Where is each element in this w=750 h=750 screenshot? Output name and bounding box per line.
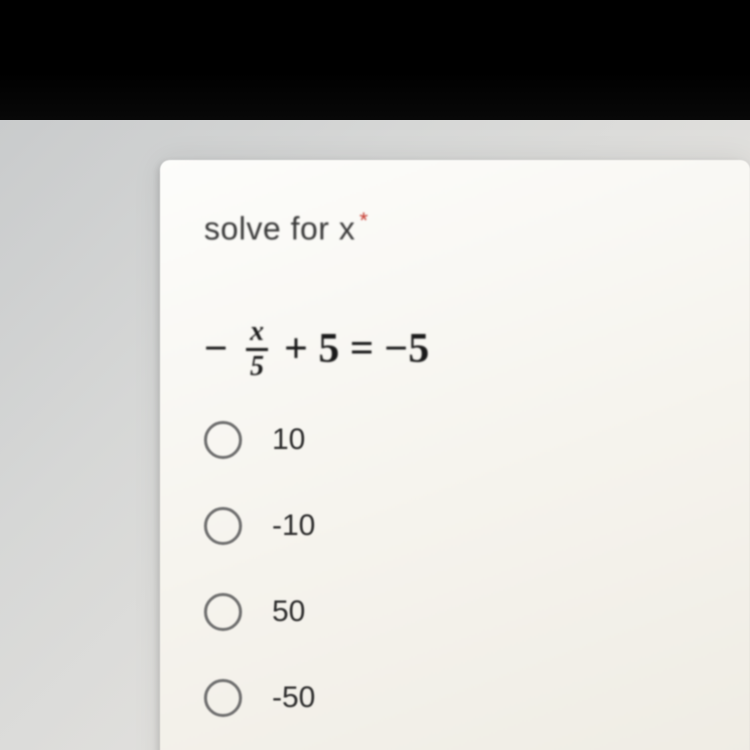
- radio-button[interactable]: [204, 507, 242, 545]
- background-surface: solve for x* − x 5 + 5 = −5 10 -10 50: [0, 120, 750, 750]
- option-label: -10: [272, 509, 315, 543]
- option-row[interactable]: -50: [204, 679, 706, 717]
- radio-button[interactable]: [204, 679, 242, 717]
- radio-button[interactable]: [204, 593, 242, 631]
- option-label: -50: [272, 681, 315, 715]
- radio-button[interactable]: [204, 421, 242, 459]
- equation-rest: + 5 = −5: [284, 325, 429, 373]
- option-label: 50: [272, 595, 305, 629]
- option-row[interactable]: 10: [204, 421, 706, 459]
- equation-fraction: x 5: [246, 318, 268, 381]
- equation-sign: −: [204, 325, 228, 373]
- question-text: solve for x: [204, 211, 355, 247]
- fraction-numerator: x: [246, 318, 268, 351]
- equation: − x 5 + 5 = −5: [204, 318, 706, 381]
- option-label: 10: [272, 423, 305, 457]
- options-group: 10 -10 50 -50: [204, 421, 706, 717]
- fraction-denominator: 5: [250, 351, 264, 381]
- question-card: solve for x* − x 5 + 5 = −5 10 -10 50: [160, 160, 750, 750]
- black-bar: [0, 0, 750, 120]
- option-row[interactable]: -10: [204, 507, 706, 545]
- option-row[interactable]: 50: [204, 593, 706, 631]
- required-marker: *: [359, 208, 368, 233]
- question-title: solve for x*: [204, 208, 706, 248]
